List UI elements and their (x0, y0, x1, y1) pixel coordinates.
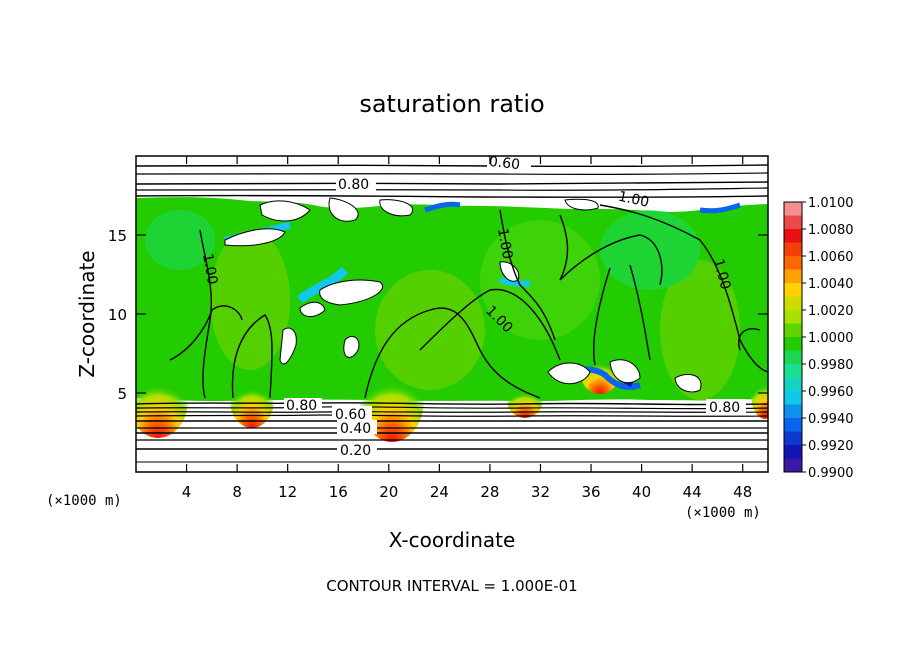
contour-label-100-a: 1.00 (617, 189, 651, 211)
colorbar-swatch-blend (784, 269, 802, 283)
colorbar-swatch-blend (784, 404, 802, 418)
x-unit-right: (×1000 m) (685, 505, 761, 521)
x-tick-label: 4 (182, 483, 192, 501)
x-tick-label: 36 (581, 483, 600, 501)
lower-contours (136, 402, 768, 463)
contour-label-060-top: 0.60 (488, 154, 521, 173)
contour-label-100-b: 1.00 (199, 252, 220, 285)
contour-label-080-low-right: 0.80 (709, 400, 740, 416)
colorbar-swatch-blend (784, 458, 802, 472)
dry-pockets (224, 197, 702, 393)
contour-label-100-c: 1.00 (494, 227, 515, 260)
x-tick-label: 32 (531, 483, 550, 501)
colorbar-label: 1.0080 (808, 223, 854, 238)
colorbar-swatch-blend (784, 431, 802, 445)
upper-contours (136, 164, 768, 198)
variation-patches (145, 210, 740, 400)
colorbar-label: 0.9920 (808, 439, 854, 454)
x-tick-label: 40 (632, 483, 651, 501)
x-tick-label: 16 (329, 483, 348, 501)
x-tick-label: 20 (379, 483, 398, 501)
contour-label-080-top: 0.80 (338, 177, 369, 193)
contour-interval-note: CONTOUR INTERVAL = 1.000E-01 (326, 577, 577, 595)
y-axis-label: Z-coordinate (75, 250, 99, 377)
x-tick-label: 44 (683, 483, 702, 501)
colorbar-swatch-blend (784, 323, 802, 337)
y-axis-ticks: 5 10 15 (108, 227, 768, 403)
colorbar-label: 0.9940 (808, 412, 854, 427)
colorbar-label: 0.9980 (808, 358, 854, 373)
x-unit-left: (×1000 m) (46, 493, 122, 509)
y-tick-label: 10 (108, 306, 127, 324)
contour-label-040-low: 0.40 (340, 421, 371, 437)
x-tick-label: 12 (278, 483, 297, 501)
contour-label-100-d: 1.00 (710, 257, 734, 291)
saturation-contours (169, 204, 768, 399)
colorbar-label: 0.9900 (808, 466, 854, 481)
colorbar-label: 1.0100 (808, 196, 854, 211)
contour-label-020-low: 0.20 (340, 443, 371, 459)
x-tick-label: 28 (480, 483, 499, 501)
x-tick-label: 48 (733, 483, 752, 501)
contour-label-080-low-left: 0.80 (286, 398, 317, 414)
colorbar: 1.0100 1.0080 1.0060 1.0040 1.0020 1.0000 0.99… (783, 196, 854, 481)
colorbar-label: 0.9960 (808, 385, 854, 400)
chart-title: saturation ratio (359, 90, 544, 118)
plot-area: 0.60 0.80 1.00 1.00 1.00 1.00 1.00 0.80 … (136, 154, 768, 472)
colorbar-label: 1.0000 (808, 331, 854, 346)
colorbar-swatch-blend (784, 350, 802, 364)
y-tick-label: 15 (108, 227, 127, 245)
x-axis-ticks: 4 8 12 16 20 24 28 32 36 40 44 48 (182, 156, 752, 501)
contour-labels: 0.60 0.80 1.00 1.00 1.00 1.00 1.00 0.80 … (199, 154, 746, 459)
colorbar-swatch-blend (784, 215, 802, 229)
x-axis-label: X-coordinate (389, 528, 516, 552)
colorbar-label: 1.0060 (808, 250, 854, 265)
x-tick-label: 24 (430, 483, 449, 501)
contour-label-060-low: 0.60 (335, 407, 366, 423)
colorbar-swatch-blend (784, 377, 802, 391)
colorbar-label: 1.0020 (808, 304, 854, 319)
colorbar-swatch-blend (784, 242, 802, 256)
colorbar-label: 1.0040 (808, 277, 854, 292)
x-tick-label: 8 (232, 483, 242, 501)
y-tick-label: 5 (117, 385, 127, 403)
colorbar-swatch-blend (784, 296, 802, 310)
